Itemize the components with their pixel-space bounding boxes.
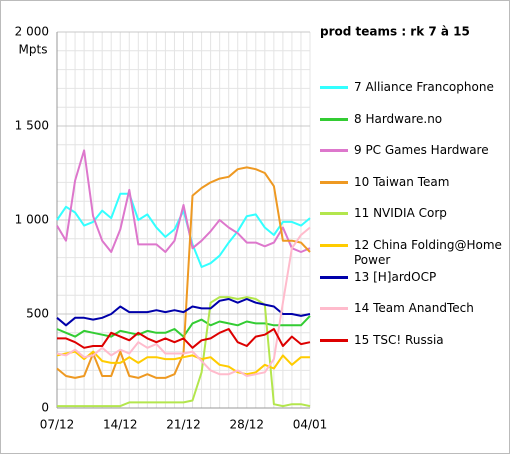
legend-item: 9 PC Games Hardware <box>320 143 505 175</box>
legend-label: 8 Hardware.no <box>354 111 443 126</box>
x-tick-label: 04/01 <box>293 418 328 432</box>
y-tick-label: 0 <box>41 401 49 415</box>
legend-item: 11 NVIDIA Corp <box>320 206 505 238</box>
legend-label: 15 TSC! Russia <box>354 332 444 347</box>
legend-label: 10 Taiwan Team <box>354 174 450 189</box>
legend-label: 9 PC Games Hardware <box>354 143 489 158</box>
y-tick-label: 500 <box>26 307 49 321</box>
legend-swatch <box>320 243 348 247</box>
legend-swatch <box>320 275 348 279</box>
legend-label: 13 [H]ardOCP <box>354 269 437 284</box>
x-tick-label: 28/12 <box>229 418 264 432</box>
legend-swatch <box>320 149 348 153</box>
legend-label: 7 Alliance Francophone <box>354 80 494 94</box>
legend-item: 7 Alliance Francophone <box>320 80 505 112</box>
series-line <box>56 350 310 376</box>
series-line <box>56 298 311 327</box>
legend-swatch <box>320 338 348 342</box>
legend-swatch <box>320 86 348 89</box>
chart-title: prod teams : rk 7 à 15 <box>320 25 470 39</box>
legend-item: 15 TSC! Russia <box>320 333 505 365</box>
series-line <box>57 296 311 408</box>
legend-item: 10 Taiwan Team <box>320 175 505 207</box>
legend-swatch <box>320 180 348 184</box>
legend-item: 12 China Folding@Home Power <box>320 238 505 270</box>
series-line <box>56 192 311 268</box>
legend-swatch <box>320 307 348 311</box>
series-line <box>56 149 311 253</box>
legend-label: 14 Team AnandTech <box>354 301 474 316</box>
series-line <box>57 328 311 349</box>
legend-item: 8 Hardware.no <box>320 112 505 144</box>
y-tick-label: 1 500 <box>15 119 49 133</box>
x-tick-label: 07/12 <box>40 418 75 432</box>
y-axis-label: Mpts <box>19 43 48 57</box>
legend-label: 12 China Folding@Home Power <box>354 237 502 267</box>
legend-swatch <box>320 212 348 216</box>
x-tick-label: 14/12 <box>103 418 138 432</box>
legend-item: 14 Team AnandTech <box>320 301 505 333</box>
x-tick-label: 21/12 <box>166 418 201 432</box>
legend-item: 13 [H]ardOCP <box>320 270 505 302</box>
series-line <box>56 226 311 377</box>
legend-swatch <box>320 117 348 121</box>
y-tick-label: 2 000 <box>15 25 49 39</box>
legend: 7 Alliance Francophone 8 Hardware.no 9 PC … <box>320 80 505 364</box>
y-tick-label: 1 000 <box>15 213 49 227</box>
legend-label: 11 NVIDIA Corp <box>354 206 447 221</box>
